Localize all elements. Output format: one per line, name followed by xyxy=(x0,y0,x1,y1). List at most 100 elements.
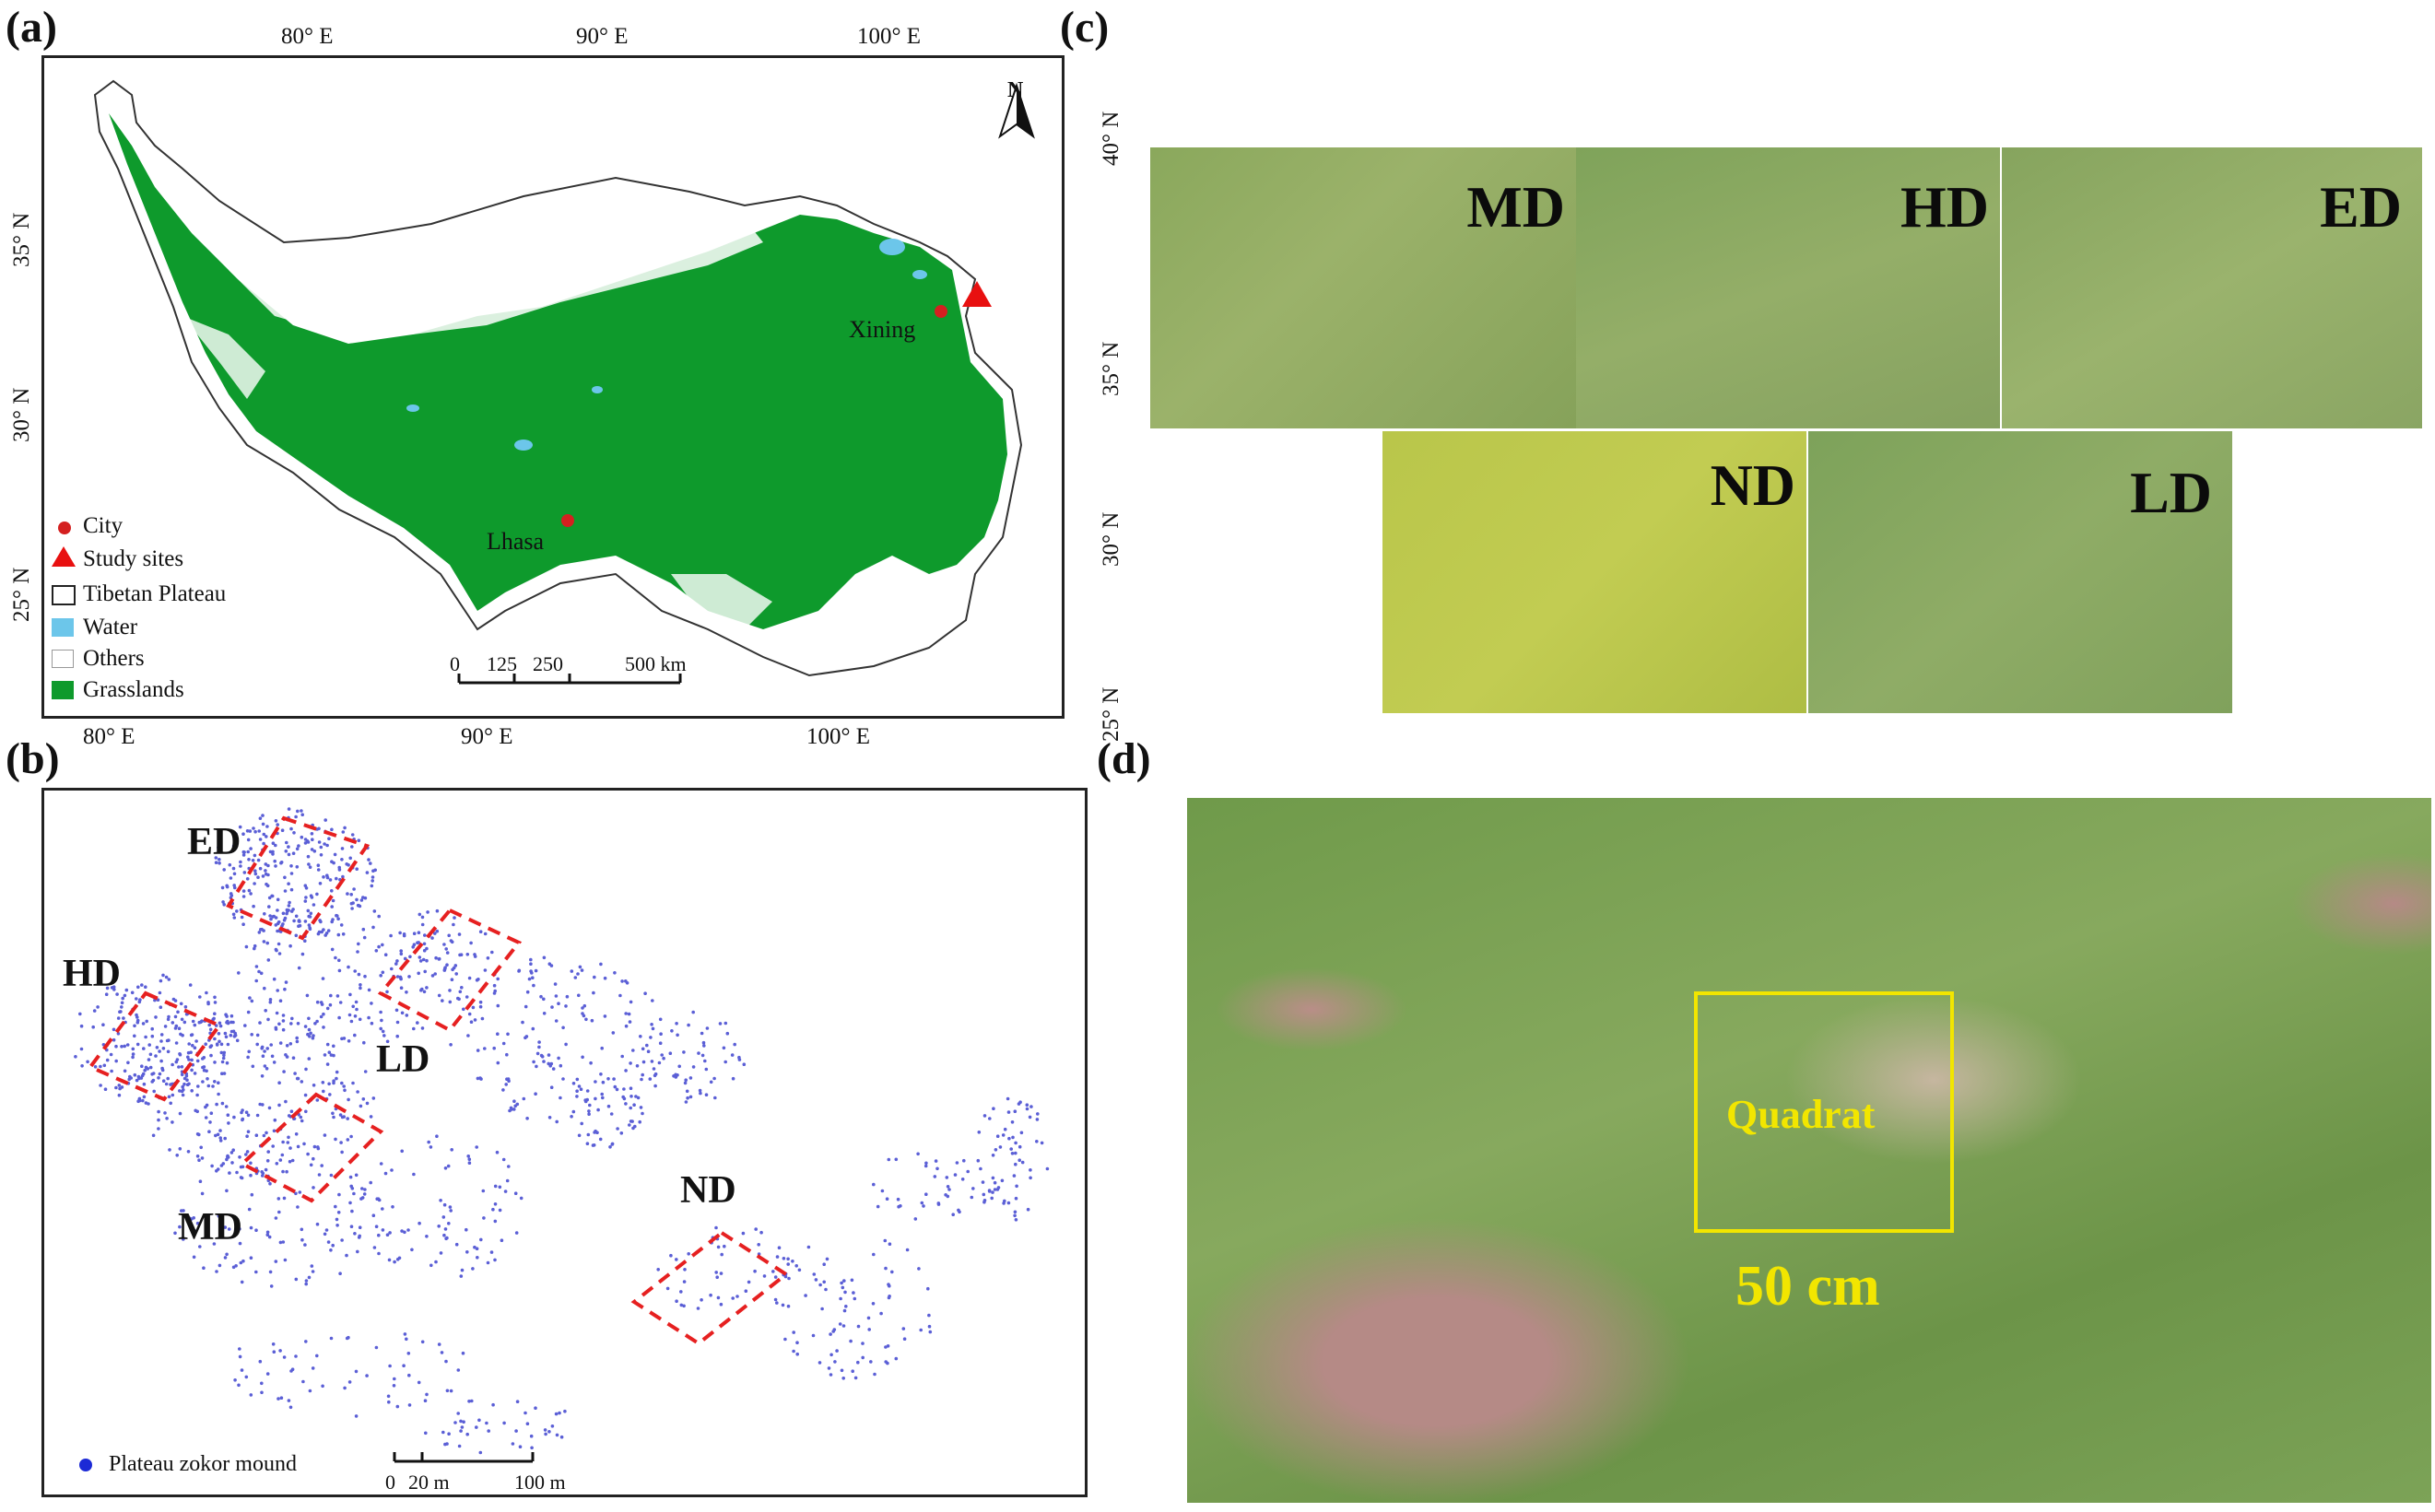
mound-point xyxy=(288,1405,293,1410)
mound-point xyxy=(420,1026,425,1030)
mound-point xyxy=(276,908,279,912)
mound-point xyxy=(423,933,427,937)
mound-point xyxy=(531,976,535,979)
mound-point xyxy=(465,1432,470,1436)
mound-point xyxy=(871,1302,876,1306)
mound-point xyxy=(525,1117,529,1120)
mound-point xyxy=(527,977,532,981)
mound-point xyxy=(358,1017,362,1022)
mound-point xyxy=(110,1069,113,1073)
mound-point xyxy=(412,932,417,935)
mound-point xyxy=(367,858,371,861)
mound-point xyxy=(399,952,404,956)
mound-point xyxy=(261,1171,265,1176)
mound-point xyxy=(99,1084,102,1087)
mound-point xyxy=(377,1251,381,1256)
mound-point xyxy=(165,1117,169,1120)
mound-point xyxy=(577,1133,582,1138)
mound-point xyxy=(629,1000,633,1004)
mound-point xyxy=(322,1026,325,1029)
mound-point xyxy=(992,1107,995,1110)
mound-point xyxy=(982,1192,986,1197)
mound-point xyxy=(966,1169,970,1174)
mound-point xyxy=(217,1081,220,1084)
mound-point xyxy=(806,1245,811,1249)
mound-point xyxy=(425,1392,429,1397)
mound-point xyxy=(587,1112,591,1116)
mound-point xyxy=(651,999,654,1002)
mound-point xyxy=(786,1304,791,1308)
mound-point xyxy=(412,1172,416,1177)
mound-point xyxy=(144,1035,147,1039)
mound-point xyxy=(371,1096,376,1100)
mound-point xyxy=(249,892,253,896)
mound-point xyxy=(525,990,530,994)
mound-point xyxy=(369,1180,373,1185)
mound-point xyxy=(475,979,479,982)
mound-point xyxy=(350,907,354,910)
mound-point xyxy=(277,1022,281,1026)
mound-point xyxy=(683,1268,687,1272)
mound-point xyxy=(278,999,283,1002)
mound-point xyxy=(408,955,412,959)
mound-point xyxy=(300,813,305,816)
mound-point xyxy=(215,1102,218,1107)
panel-d-label: (d) xyxy=(1097,734,1151,783)
mound-point xyxy=(506,1032,510,1037)
mound-point xyxy=(1013,1109,1018,1113)
mound-point xyxy=(309,911,313,916)
mound-point xyxy=(275,1011,279,1015)
mound-point xyxy=(315,892,319,897)
mound-point xyxy=(171,1021,175,1025)
mound-point xyxy=(782,1257,786,1260)
mound-point xyxy=(79,1047,84,1051)
mound-point xyxy=(534,1092,537,1096)
mound-point xyxy=(233,885,237,890)
mound-point xyxy=(515,1102,520,1107)
mound-point xyxy=(416,1021,419,1025)
mound-point xyxy=(122,1016,125,1020)
mound-point xyxy=(496,1061,500,1065)
mound-point xyxy=(341,932,346,936)
mound-point xyxy=(354,1414,359,1418)
mound-point xyxy=(434,1260,438,1264)
mound-point xyxy=(275,948,278,953)
mound-point xyxy=(212,1016,216,1021)
mound-point xyxy=(354,1173,359,1178)
mound-point xyxy=(367,1015,371,1020)
mound-point xyxy=(523,1411,527,1415)
mound-point xyxy=(867,1328,871,1331)
mound-point xyxy=(115,992,119,996)
mound-point xyxy=(283,987,287,991)
mound-point xyxy=(239,1260,243,1265)
mound-point xyxy=(523,1036,527,1040)
mound-point xyxy=(159,1033,164,1037)
mound-point xyxy=(130,990,135,995)
mound-point xyxy=(1013,1213,1017,1218)
mound-point xyxy=(258,816,263,820)
mound-point xyxy=(514,1429,518,1433)
mound-point xyxy=(287,852,291,857)
water-legend-icon xyxy=(52,618,74,637)
mound-point xyxy=(701,1040,706,1045)
mound-point xyxy=(267,905,271,908)
mound-point xyxy=(370,1021,374,1026)
mound-point xyxy=(377,944,381,949)
mound-point xyxy=(554,994,559,998)
mound-point xyxy=(157,1109,160,1114)
mound-point xyxy=(251,1064,255,1069)
mound-point xyxy=(448,1000,453,1004)
mound-point xyxy=(395,1404,400,1409)
legend-grasslands: Grasslands xyxy=(83,677,184,702)
mound-point xyxy=(353,1232,357,1236)
mound-point xyxy=(406,1352,411,1355)
mound-point xyxy=(329,1248,333,1252)
mound-point xyxy=(824,1287,828,1292)
mound-point xyxy=(310,1264,314,1268)
mound-point xyxy=(311,838,314,841)
mound-point xyxy=(620,1054,624,1059)
mound-point xyxy=(182,1020,187,1025)
mound-point xyxy=(307,923,312,927)
mound-point xyxy=(559,1096,562,1100)
mound-point xyxy=(280,1153,285,1157)
